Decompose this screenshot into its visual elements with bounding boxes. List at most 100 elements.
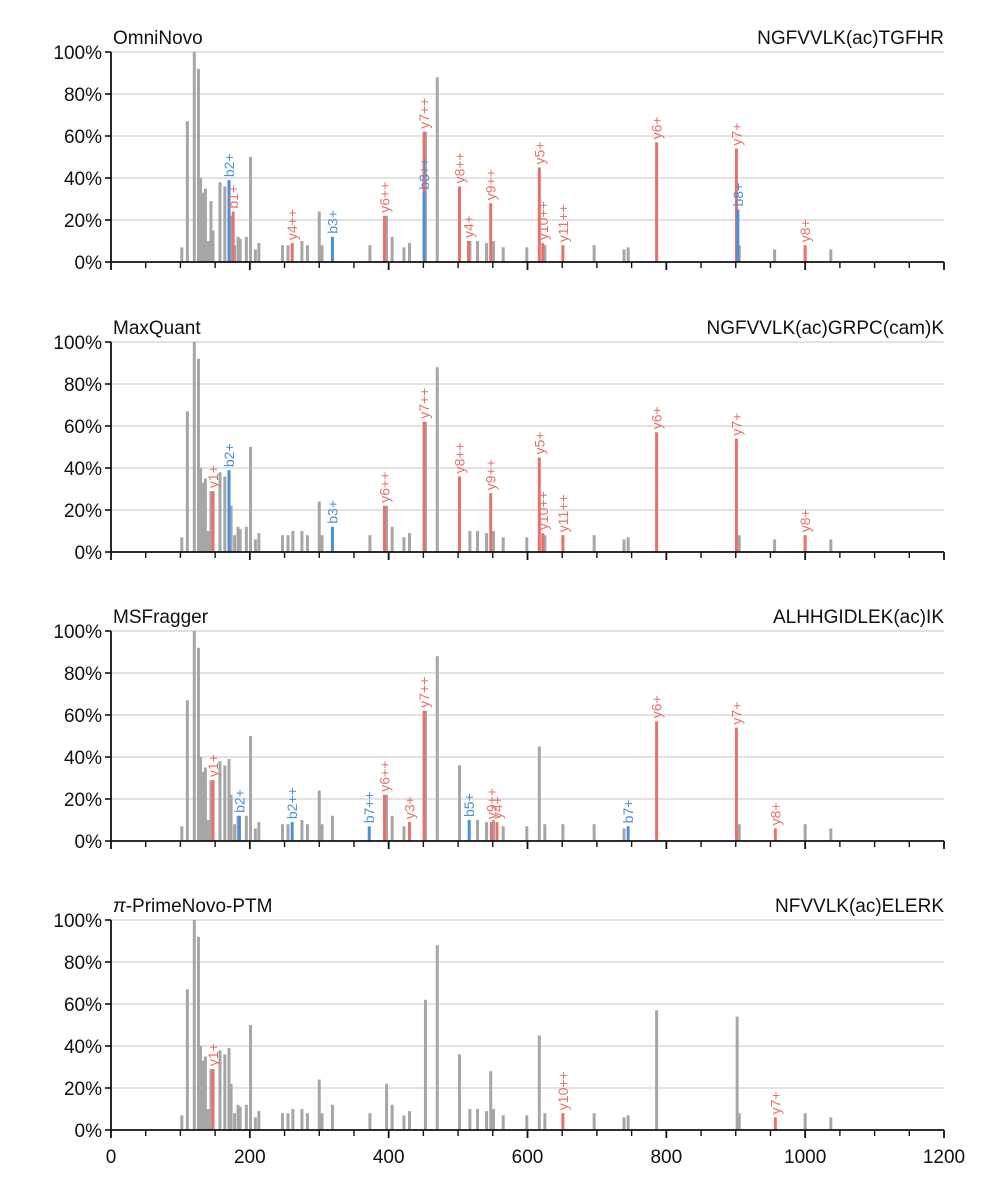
peak bbox=[485, 533, 489, 552]
annotated-peak-y8++ bbox=[457, 186, 461, 262]
ion-label: b7++ bbox=[361, 791, 377, 823]
peak bbox=[249, 736, 253, 841]
annotated-peak-y10++ bbox=[541, 243, 545, 262]
peak bbox=[737, 824, 741, 841]
peak bbox=[501, 247, 505, 262]
peak bbox=[236, 1104, 240, 1130]
annotated-peak-b1+ bbox=[231, 211, 235, 262]
ion-label: y8++ bbox=[451, 152, 467, 183]
peak bbox=[543, 1113, 547, 1130]
ion-label: y10++ bbox=[535, 491, 551, 530]
peak bbox=[286, 824, 290, 841]
peptide-label: NFVVLK(ac)ELERK bbox=[775, 896, 944, 917]
annotated-peak-b2++ bbox=[290, 822, 294, 841]
y-tick-label: 60% bbox=[64, 706, 102, 727]
peak bbox=[218, 1050, 222, 1130]
x-tick-label: 1200 bbox=[923, 1147, 965, 1168]
annotated-peak-y6+ bbox=[655, 721, 659, 841]
annotated-peak-y6+ bbox=[655, 142, 659, 262]
peak bbox=[209, 201, 213, 262]
peak bbox=[253, 249, 257, 262]
peak bbox=[435, 945, 439, 1130]
annotated-peak-y4+ bbox=[495, 822, 499, 841]
peak bbox=[385, 1083, 389, 1130]
peak bbox=[737, 535, 741, 552]
peak bbox=[390, 1104, 394, 1130]
peak bbox=[185, 989, 189, 1130]
peak bbox=[185, 121, 189, 262]
peak bbox=[233, 824, 237, 841]
y-tick-label: 40% bbox=[64, 459, 102, 480]
peak bbox=[537, 1035, 541, 1130]
peak bbox=[390, 815, 394, 841]
peak bbox=[300, 241, 304, 262]
peak bbox=[244, 526, 248, 552]
peak bbox=[330, 815, 334, 841]
annotated-peak-y3+ bbox=[407, 822, 411, 841]
peak bbox=[501, 826, 505, 841]
peak bbox=[626, 1115, 630, 1130]
peak bbox=[218, 761, 222, 841]
annotated-peak-y8++ bbox=[457, 476, 461, 552]
ion-label: y6++ bbox=[377, 761, 393, 792]
method-name: -PrimeNovo-PTM bbox=[126, 896, 273, 917]
peak bbox=[238, 238, 242, 262]
peak bbox=[485, 822, 489, 841]
y-tick-label: 60% bbox=[64, 417, 102, 438]
ion-label: y8+ bbox=[767, 802, 783, 825]
peak bbox=[402, 1115, 406, 1130]
y-tick-label: 100% bbox=[53, 622, 102, 643]
peak bbox=[622, 539, 626, 552]
ion-label: y11++ bbox=[555, 204, 571, 242]
peak bbox=[286, 1113, 290, 1130]
peak bbox=[185, 411, 189, 552]
peak bbox=[525, 826, 529, 841]
peak bbox=[305, 824, 309, 841]
annotated-peak-y6++ bbox=[383, 215, 387, 262]
annotated-peak-y8+ bbox=[803, 535, 807, 552]
ion-label: y9++ bbox=[483, 459, 499, 490]
y-tick-label: 100% bbox=[53, 43, 102, 64]
peak bbox=[525, 247, 529, 262]
spectrum-panel-3: 0% 20% 40% 60% 80% 100% y1+ b2+ b2++ b7++y6++ y3+ y… bbox=[53, 607, 945, 853]
peptide-label: NGFVVLK(ac)TGFHR bbox=[757, 28, 944, 49]
method-name: MSFragger bbox=[113, 607, 209, 628]
peak bbox=[320, 1113, 324, 1130]
peak bbox=[402, 247, 406, 262]
peak bbox=[368, 535, 372, 552]
ion-label: y9++ bbox=[483, 169, 499, 200]
peak bbox=[218, 472, 222, 552]
peak bbox=[209, 491, 213, 552]
peak bbox=[229, 215, 233, 262]
peak bbox=[180, 247, 184, 262]
y-tick-label: 80% bbox=[64, 953, 102, 974]
annotated-peak-b2+ bbox=[227, 180, 231, 262]
ion-label: y1+ bbox=[205, 1043, 221, 1066]
peak bbox=[476, 531, 480, 552]
ion-label: y7+ bbox=[728, 413, 744, 436]
peak bbox=[592, 535, 596, 552]
peak bbox=[257, 533, 261, 552]
annotated-peak-y7+ bbox=[734, 148, 738, 262]
ion-label: y7++ bbox=[416, 388, 432, 419]
peak bbox=[238, 528, 242, 552]
peak bbox=[305, 535, 309, 552]
peak bbox=[218, 182, 222, 262]
peak bbox=[491, 1109, 495, 1130]
peak bbox=[330, 1104, 334, 1130]
peak bbox=[773, 539, 777, 552]
ion-label: y1+ bbox=[205, 754, 221, 777]
y-tick-label: 40% bbox=[64, 748, 102, 769]
method-label: π-PrimeNovo-PTM bbox=[113, 896, 272, 917]
peak bbox=[227, 1048, 231, 1130]
annotated-peak-y7+ bbox=[734, 727, 738, 841]
peak bbox=[196, 358, 200, 552]
peak bbox=[238, 1106, 242, 1130]
peak bbox=[803, 1113, 807, 1130]
peak bbox=[249, 157, 253, 262]
peak bbox=[368, 245, 372, 262]
ion-label: b2+ bbox=[221, 443, 237, 467]
annotated-peak-y4+ bbox=[466, 241, 470, 262]
annotated-peak-y4++ bbox=[290, 243, 294, 262]
peak bbox=[407, 243, 411, 262]
